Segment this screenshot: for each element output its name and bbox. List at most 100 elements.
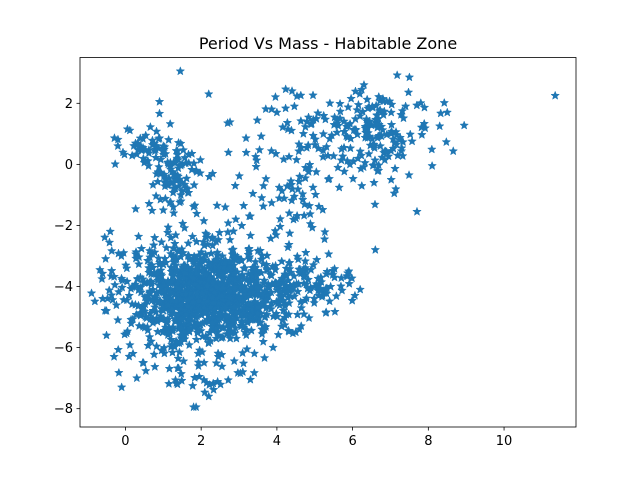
data-point bbox=[325, 98, 335, 108]
data-point bbox=[262, 282, 273, 292]
data-point bbox=[144, 148, 154, 158]
data-point bbox=[223, 375, 234, 385]
data-point bbox=[144, 331, 155, 342]
data-point bbox=[296, 302, 307, 313]
data-point bbox=[187, 164, 197, 174]
data-point bbox=[161, 317, 172, 327]
data-point bbox=[213, 234, 224, 245]
data-point bbox=[213, 351, 224, 361]
data-point bbox=[249, 348, 260, 358]
data-point bbox=[332, 118, 343, 128]
data-point bbox=[171, 336, 181, 346]
data-point bbox=[348, 125, 359, 135]
data-point bbox=[156, 282, 166, 292]
data-point bbox=[136, 282, 146, 292]
data-point bbox=[176, 303, 187, 313]
data-point bbox=[299, 199, 310, 209]
data-point bbox=[151, 191, 161, 201]
data-point bbox=[448, 146, 459, 156]
data-point bbox=[270, 91, 281, 102]
data-point bbox=[308, 90, 318, 100]
data-point bbox=[111, 300, 122, 310]
x-tick-label: 8 bbox=[424, 434, 432, 449]
data-point bbox=[202, 280, 213, 290]
data-point bbox=[372, 110, 382, 120]
data-point bbox=[236, 321, 246, 331]
data-point bbox=[184, 339, 195, 350]
data-point bbox=[305, 218, 316, 229]
data-point bbox=[398, 113, 409, 123]
data-point bbox=[113, 286, 124, 297]
data-point bbox=[332, 127, 342, 137]
data-point bbox=[272, 311, 283, 321]
data-point bbox=[152, 275, 163, 285]
data-point bbox=[176, 375, 187, 385]
x-tick-label: 2 bbox=[197, 434, 205, 449]
data-point bbox=[309, 297, 320, 308]
data-point bbox=[386, 119, 397, 129]
data-point bbox=[170, 313, 181, 324]
data-point bbox=[310, 139, 320, 150]
data-point bbox=[145, 121, 156, 132]
data-point bbox=[318, 110, 329, 120]
data-point bbox=[342, 271, 353, 281]
data-point bbox=[130, 203, 141, 214]
data-point bbox=[138, 306, 149, 316]
data-point bbox=[266, 145, 277, 156]
data-point bbox=[257, 289, 268, 299]
data-point bbox=[330, 306, 340, 316]
data-point bbox=[193, 296, 204, 306]
data-point bbox=[244, 252, 255, 262]
data-point bbox=[258, 258, 269, 269]
data-point bbox=[266, 287, 277, 297]
data-point bbox=[228, 244, 239, 254]
data-point bbox=[151, 126, 162, 136]
data-point bbox=[274, 182, 285, 192]
data-point bbox=[306, 264, 316, 274]
data-point bbox=[193, 361, 204, 371]
data-point bbox=[392, 150, 403, 160]
data-point bbox=[319, 234, 330, 244]
data-point bbox=[173, 363, 184, 373]
data-point bbox=[179, 260, 189, 270]
data-point bbox=[173, 181, 184, 191]
data-point bbox=[170, 175, 181, 185]
data-point bbox=[183, 187, 194, 197]
data-point bbox=[151, 140, 162, 151]
data-point bbox=[321, 269, 332, 279]
data-point bbox=[140, 292, 150, 302]
data-point bbox=[222, 118, 233, 128]
data-point bbox=[346, 93, 356, 103]
data-point bbox=[147, 284, 158, 294]
data-point bbox=[247, 274, 258, 284]
data-point bbox=[345, 159, 355, 169]
data-point bbox=[311, 166, 322, 177]
data-point bbox=[217, 290, 227, 300]
data-point bbox=[118, 247, 129, 258]
data-point bbox=[419, 102, 430, 112]
data-point bbox=[265, 269, 276, 279]
data-point bbox=[334, 182, 345, 192]
data-point bbox=[404, 72, 415, 82]
data-point bbox=[259, 324, 270, 334]
data-point bbox=[287, 86, 297, 96]
data-point bbox=[352, 105, 362, 115]
data-point bbox=[419, 118, 430, 128]
data-point bbox=[341, 121, 352, 131]
data-point bbox=[427, 160, 437, 171]
data-point bbox=[209, 297, 220, 307]
data-point bbox=[284, 263, 295, 274]
data-point bbox=[286, 179, 297, 189]
data-point bbox=[252, 308, 263, 318]
data-point bbox=[435, 108, 446, 118]
data-point bbox=[390, 183, 401, 194]
data-point bbox=[434, 121, 445, 131]
data-point bbox=[176, 196, 186, 206]
data-point bbox=[206, 248, 216, 258]
data-point bbox=[375, 141, 386, 151]
data-point bbox=[245, 374, 256, 384]
data-point bbox=[348, 173, 358, 183]
y-tick-label: 0 bbox=[65, 158, 73, 173]
data-point bbox=[261, 173, 271, 184]
